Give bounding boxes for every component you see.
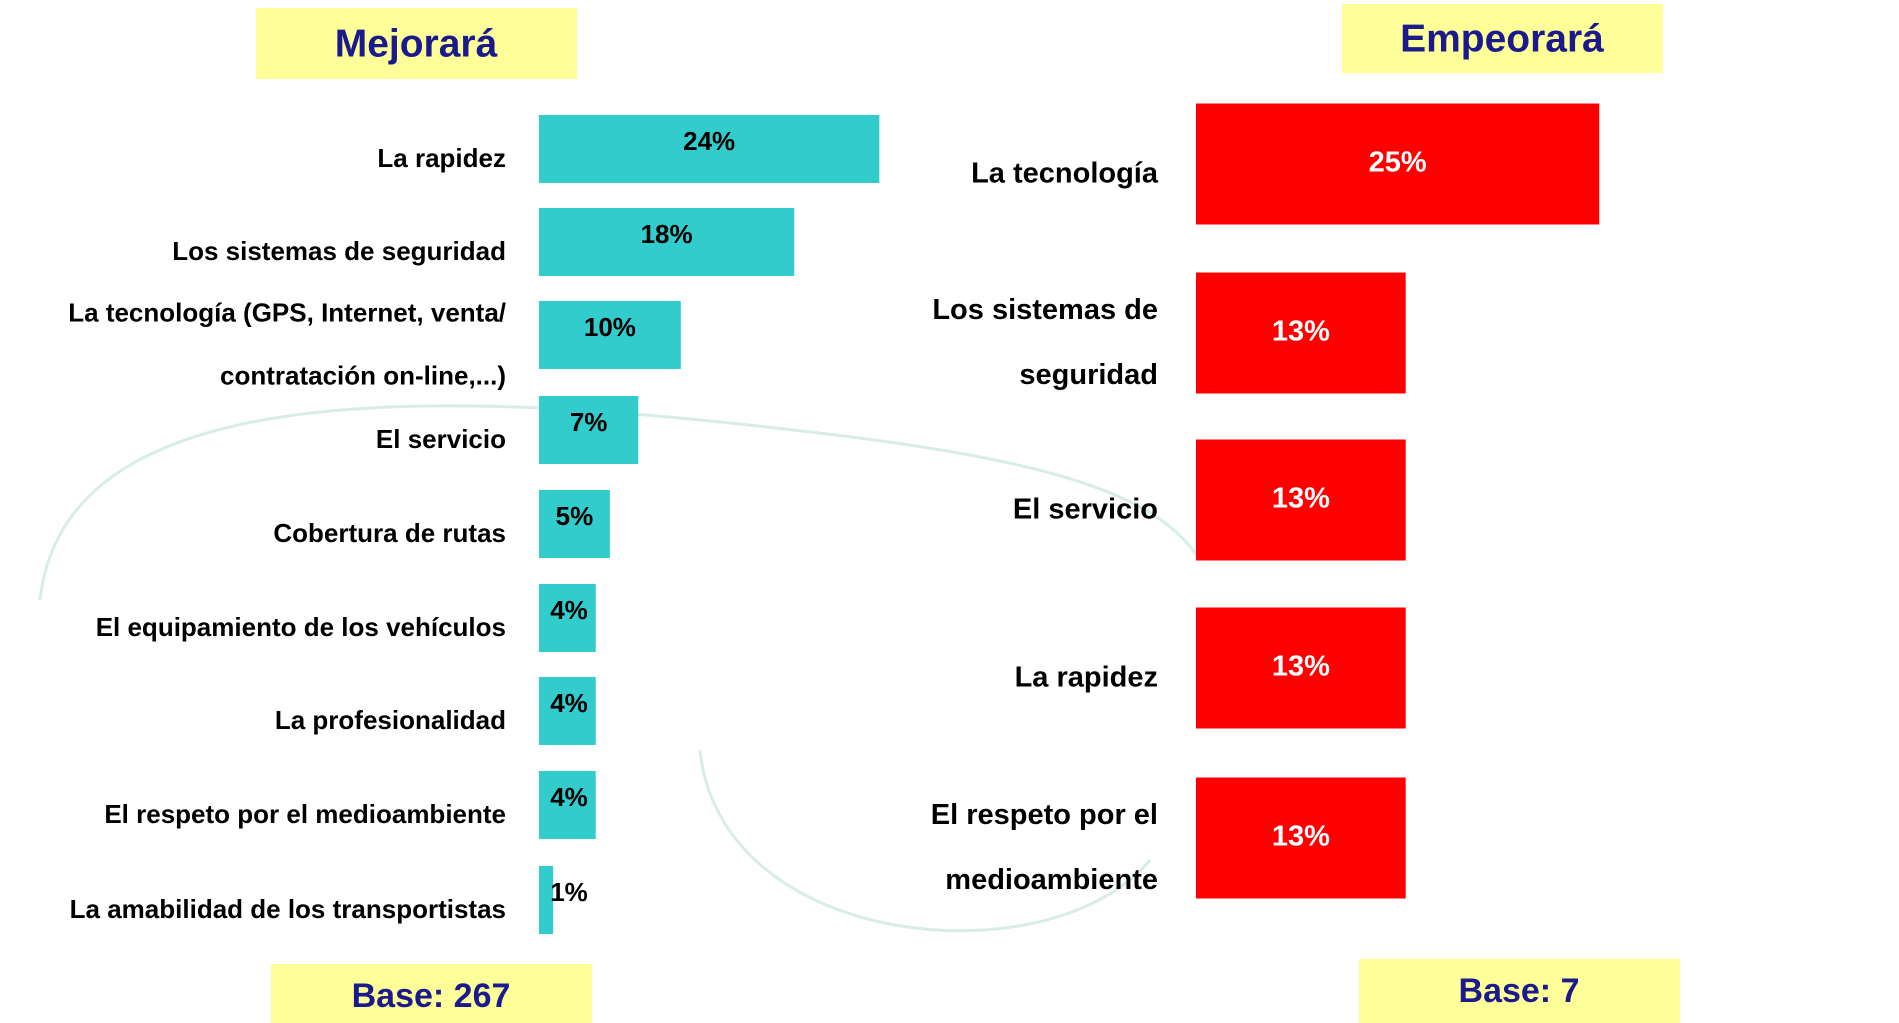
category-label: El respeto por el <box>931 799 1158 831</box>
category-label: La rapidez <box>1015 662 1158 694</box>
category-label: contratación on-line,...) <box>220 360 506 390</box>
value-label: 4% <box>550 688 588 718</box>
category-label: seguridad <box>1019 359 1158 391</box>
chart-title: Mejorará <box>335 22 498 65</box>
value-label: 13% <box>1272 316 1330 348</box>
category-label: La amabilidad de los transportistas <box>70 894 506 924</box>
category-label: La tecnología (GPS, Internet, venta/ <box>68 297 506 327</box>
category-label: La tecnología <box>971 158 1159 190</box>
base-label: Base: 7 <box>1459 972 1580 1010</box>
category-label: El respeto por el medioambiente <box>104 799 506 829</box>
base-label: Base: 267 <box>352 977 511 1015</box>
value-label: 13% <box>1272 651 1330 683</box>
category-label: La rapidez <box>377 143 506 173</box>
category-label: medioambiente <box>945 864 1158 896</box>
category-label: Cobertura de rutas <box>273 518 506 548</box>
chart-title: Empeorará <box>1400 17 1604 60</box>
value-label: 10% <box>584 312 636 342</box>
value-label: 5% <box>556 501 594 531</box>
category-label: El servicio <box>376 424 506 454</box>
value-label: 13% <box>1272 821 1330 853</box>
value-label: 7% <box>570 407 608 437</box>
value-label: 18% <box>641 219 693 249</box>
page: {"chart_data": [ {"type": "bar", "orient… <box>0 0 1899 1023</box>
value-label: 4% <box>550 782 588 812</box>
value-label: 13% <box>1272 483 1330 515</box>
value-label: 25% <box>1369 147 1427 179</box>
value-label: 1% <box>550 877 588 907</box>
category-label: Los sistemas de <box>932 294 1158 326</box>
category-label: La profesionalidad <box>275 705 506 735</box>
chart: Mejorará Empeorará Base: 267 Base: 7 24%… <box>0 0 1899 1023</box>
category-label: Los sistemas de seguridad <box>172 236 506 266</box>
category-label: El servicio <box>1013 494 1158 526</box>
value-label: 4% <box>550 595 588 625</box>
value-label: 24% <box>683 126 735 156</box>
category-label: El equipamiento de los vehículos <box>96 612 506 642</box>
